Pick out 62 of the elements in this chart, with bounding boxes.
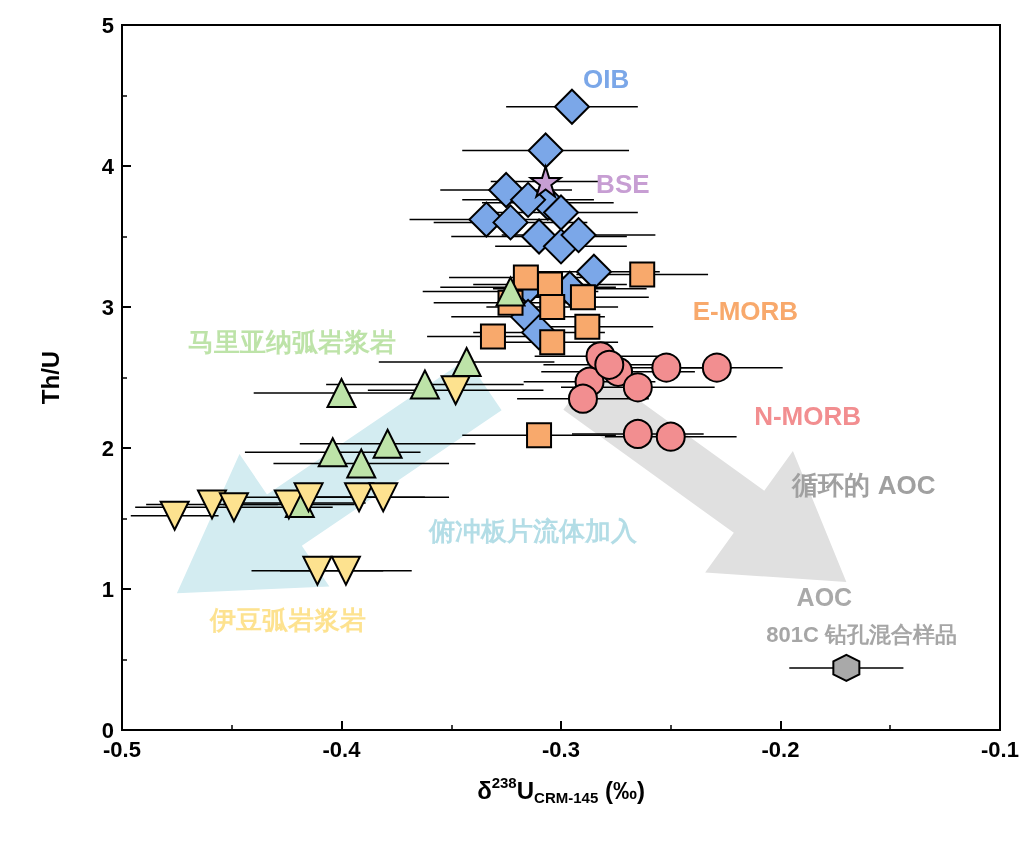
series-label: 伊豆弧岩浆岩 <box>208 605 366 636</box>
y-tick-label: 4 <box>101 153 115 179</box>
annotation: 801C 钻孔混合样品 <box>766 621 958 647</box>
annotation: 循环的 AOC <box>791 469 936 500</box>
point <box>575 253 612 290</box>
point <box>832 653 861 682</box>
point <box>567 383 598 414</box>
point <box>569 284 596 311</box>
point <box>539 294 566 320</box>
point <box>510 181 547 218</box>
point <box>159 500 190 531</box>
point <box>574 313 601 340</box>
point <box>326 378 357 409</box>
point <box>539 329 566 356</box>
series-label: N-MORB <box>754 400 862 431</box>
y-tick-label: 2 <box>101 435 114 461</box>
x-tick-label: -0.2 <box>761 736 800 762</box>
point <box>527 163 564 200</box>
series-label: AOC <box>796 583 853 612</box>
point <box>622 372 653 403</box>
series-label: BSE <box>596 169 650 200</box>
point <box>622 418 653 449</box>
point <box>302 555 333 586</box>
point <box>651 352 682 383</box>
series-label: E-MORB <box>692 296 799 327</box>
point <box>655 421 686 452</box>
point <box>440 375 471 406</box>
y-axis-title: Th/U <box>36 350 64 405</box>
y-tick-label: 1 <box>101 576 114 602</box>
point <box>537 271 564 298</box>
x-tick-label: -0.1 <box>981 736 1019 762</box>
point <box>196 489 227 520</box>
point <box>488 171 525 208</box>
point <box>451 346 482 377</box>
point <box>526 422 553 449</box>
point <box>293 482 324 513</box>
point <box>560 217 597 254</box>
y-tick-label: 0 <box>101 717 114 743</box>
point <box>492 204 529 241</box>
point <box>368 482 399 513</box>
point <box>372 428 403 459</box>
point <box>330 555 361 586</box>
series-label: OIB <box>582 63 630 94</box>
y-tick-label: 3 <box>101 294 114 320</box>
point <box>512 264 539 291</box>
x-tick-label: -0.4 <box>322 736 362 762</box>
point <box>701 352 732 383</box>
point <box>543 194 579 231</box>
series-label: 马里亚纳弧岩浆岩 <box>187 327 396 358</box>
point <box>527 132 564 169</box>
annotation: 俯冲板片流体加入 <box>428 516 639 547</box>
point <box>317 437 348 468</box>
point <box>479 323 506 350</box>
point <box>409 369 440 400</box>
y-tick-label: 5 <box>101 12 114 38</box>
point <box>553 88 590 125</box>
x-tick-label: -0.3 <box>542 736 580 762</box>
point <box>594 349 625 380</box>
point <box>629 261 656 288</box>
point <box>495 276 526 307</box>
point <box>218 492 249 523</box>
point <box>346 448 377 479</box>
